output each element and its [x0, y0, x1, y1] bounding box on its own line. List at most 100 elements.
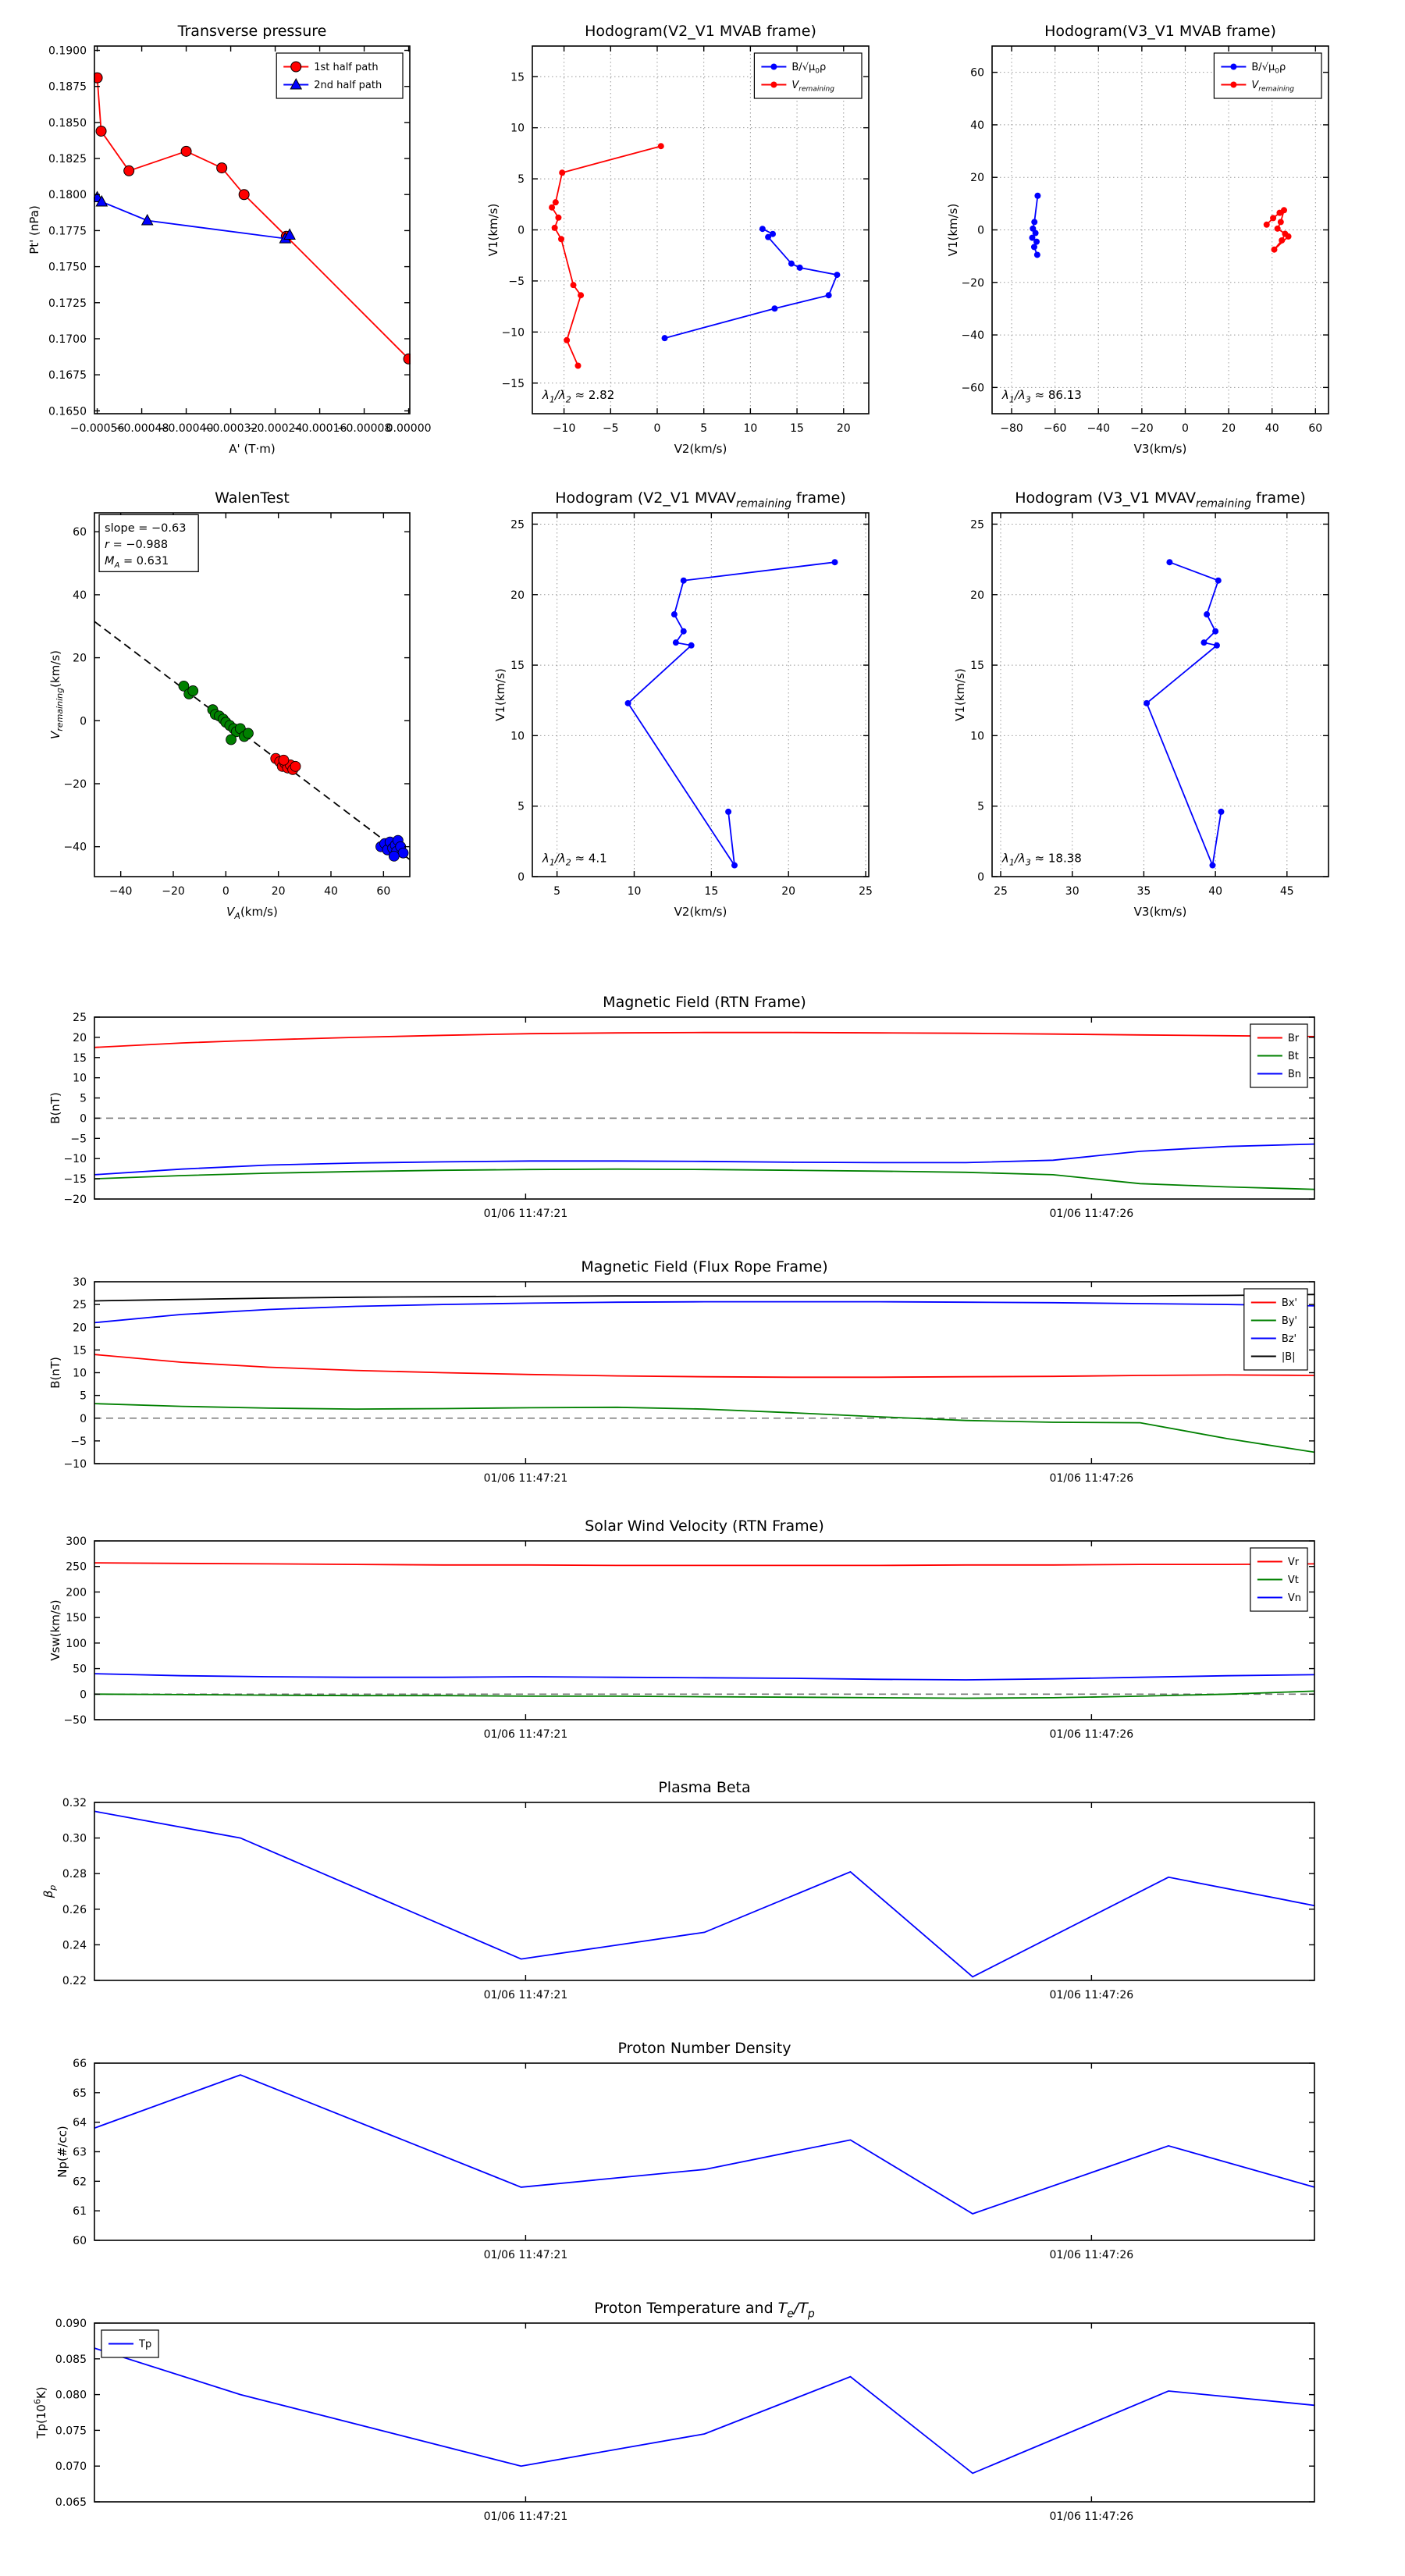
- x-tick-label: 20: [272, 885, 286, 898]
- x-tick-label: 01/06 11:47:21: [484, 1472, 568, 1485]
- plot-area: [532, 513, 869, 877]
- y-tick-label: −40: [63, 841, 87, 854]
- x-tick-label: 01/06 11:47:21: [484, 1208, 568, 1220]
- y-axis-label: V1(km/s): [493, 668, 507, 721]
- panel-title: Solar Wind Velocity (RTN Frame): [585, 1517, 824, 1535]
- y-tick-label: 250: [66, 1561, 87, 1574]
- y-tick-label: 200: [66, 1586, 87, 1599]
- series-line: [94, 1168, 1315, 1190]
- legend-label: B/√μ0ρ: [1251, 62, 1286, 76]
- y-tick-label: 0: [977, 225, 984, 237]
- panel-proton-temperature: 01/06 11:47:21 01/06 11:47:26 0.065 0.070 0.…: [33, 2300, 1315, 2523]
- y-tick-label: 40: [73, 589, 87, 602]
- y-tick-label: 60: [970, 67, 984, 80]
- x-axis-label: V3(km/s): [1134, 442, 1187, 456]
- legend-b-fluxrope: Bx' By' Bz' |B|: [1243, 1288, 1308, 1371]
- x-tick-label: −0.00008: [337, 422, 392, 435]
- y-tick-label: −15: [501, 378, 525, 390]
- series-group: [94, 2347, 1315, 2475]
- panel-walen-test: −40 −20 0 20 40 60 −40 −20 0 20 40 60 WalenTest VA(km…: [48, 489, 411, 921]
- x-tick-label: 01/06 11:47:26: [1050, 1989, 1134, 2001]
- x-tick-label: 5: [700, 422, 707, 435]
- legend-label: |B|: [1282, 1351, 1296, 1363]
- y-tick-label: 0.1900: [48, 45, 87, 58]
- y-tick-label: 0.075: [55, 2425, 87, 2437]
- series-line: [94, 1354, 1315, 1379]
- legend-label: Vt: [1288, 1574, 1299, 1586]
- y-tick-label: 30: [73, 1276, 87, 1289]
- x-tick-label: 15: [790, 422, 804, 435]
- panel-title: Hodogram (V2_V1 MVAVremaining frame): [555, 489, 846, 510]
- panel-hodogram-v3v1-mvab: −80 −60 −40 −20 0 20 40 60 −60 −40 −20 0 20 40 60 Hodog…: [946, 23, 1329, 456]
- panel-title: Hodogram(V3_V1 MVAB frame): [1044, 23, 1276, 40]
- y-tick-label: −5: [70, 1133, 87, 1145]
- stats-box: [98, 514, 199, 572]
- legend-label: Bx': [1282, 1297, 1297, 1309]
- legend-b-rtn: Br Bt Bn: [1250, 1023, 1308, 1088]
- y-tick-label: 40: [970, 119, 984, 132]
- legend-hodogram-v3v1-mvab: B/√μ0ρ Vremaining: [1213, 52, 1322, 99]
- x-tick-label: 60: [376, 885, 390, 898]
- legend-transverse-pressure: 1st half path 2nd half path: [276, 52, 404, 99]
- axes-spines: [94, 45, 411, 415]
- y-tick-label: 20: [510, 589, 525, 602]
- y-axis-label: Vremaining(km/s): [48, 650, 65, 739]
- y-tick-label: 15: [510, 660, 525, 672]
- stats-line: slope = −0.63: [105, 522, 186, 535]
- y-tick-label: 0.1725: [48, 297, 87, 310]
- plot-area: [992, 513, 1329, 877]
- y-axis-label: B(nT): [48, 1092, 62, 1124]
- y-tick-label: 64: [73, 2117, 87, 2129]
- x-tick-label: 20: [1222, 422, 1236, 435]
- y-tick-label: 25: [970, 518, 984, 531]
- y-tick-label: −15: [63, 1173, 87, 1186]
- axes-spines: [94, 2322, 1315, 2503]
- series-group: [94, 1293, 1315, 1453]
- series-group: [624, 559, 838, 869]
- series-group: [549, 143, 841, 369]
- x-tick-label: 45: [1280, 885, 1294, 898]
- y-tick-label: 0: [80, 1688, 87, 1701]
- y-tick-label: 150: [66, 1612, 87, 1624]
- legend-label: 1st half path: [314, 62, 378, 73]
- x-tick-label: −0.00016: [293, 422, 347, 435]
- y-tick-label: −5: [508, 276, 525, 288]
- y-tick-label: 66: [73, 2058, 87, 2070]
- plot-area: [94, 513, 410, 877]
- x-tick-label: −0.00040: [159, 422, 214, 435]
- y-tick-label: 5: [518, 801, 525, 813]
- y-tick-label: 25: [510, 518, 525, 531]
- x-tick-label: 10: [628, 885, 642, 898]
- y-tick-label: 0.065: [55, 2496, 87, 2509]
- x-tick-label: 25: [859, 885, 873, 898]
- y-tick-label: 0.085: [55, 2354, 87, 2366]
- y-tick-label: 5: [518, 173, 525, 186]
- panel-b-fluxrope: 01/06 11:47:21 01/06 11:47:26 −10 −5 0 5 10 15 2…: [48, 1258, 1315, 1485]
- x-tick-label: −0.00024: [248, 422, 303, 435]
- series-line: [94, 1690, 1315, 1699]
- y-tick-label: 10: [73, 1073, 87, 1085]
- axes-spines: [94, 1016, 1315, 1200]
- legend-hodogram-v2v1-mvab: B/√μ0ρ Vremaining: [753, 52, 863, 99]
- y-tick-label: 0.1775: [48, 225, 87, 237]
- y-tick-label: 15: [73, 1052, 87, 1065]
- series-line: [94, 1562, 1315, 1567]
- x-axis-label: VA(km/s): [226, 905, 278, 921]
- panel-hodogram-v2v1-mvav: 5 10 15 20 25 0 5 10 15 20 25 Hodogram (V2_V1 MVAVr…: [493, 489, 873, 919]
- plot-area: [94, 1541, 1314, 1720]
- series-line: [94, 1810, 1315, 1978]
- series-group: [94, 72, 411, 365]
- x-tick-label: 01/06 11:47:21: [484, 1728, 568, 1741]
- x-tick-label: 0: [654, 422, 661, 435]
- y-tick-label: 15: [73, 1344, 87, 1357]
- y-tick-label: 60: [73, 526, 87, 539]
- panel-hodogram-v2v1-mvab: −10 −5 0 5 10 15 20 −15 −10 −5 0 5 10 15 Hodogram(V2_V…: [486, 23, 870, 456]
- y-tick-label: 61: [73, 2205, 87, 2218]
- y-tick-label: 300: [66, 1535, 87, 1548]
- x-axis-label: A' (T·m): [229, 442, 275, 456]
- y-axis-label: Np(#/cc): [55, 2126, 69, 2178]
- x-tick-label: 60: [1308, 422, 1322, 435]
- y-tick-label: 0.28: [62, 1868, 87, 1880]
- x-axis-label: V2(km/s): [674, 905, 727, 919]
